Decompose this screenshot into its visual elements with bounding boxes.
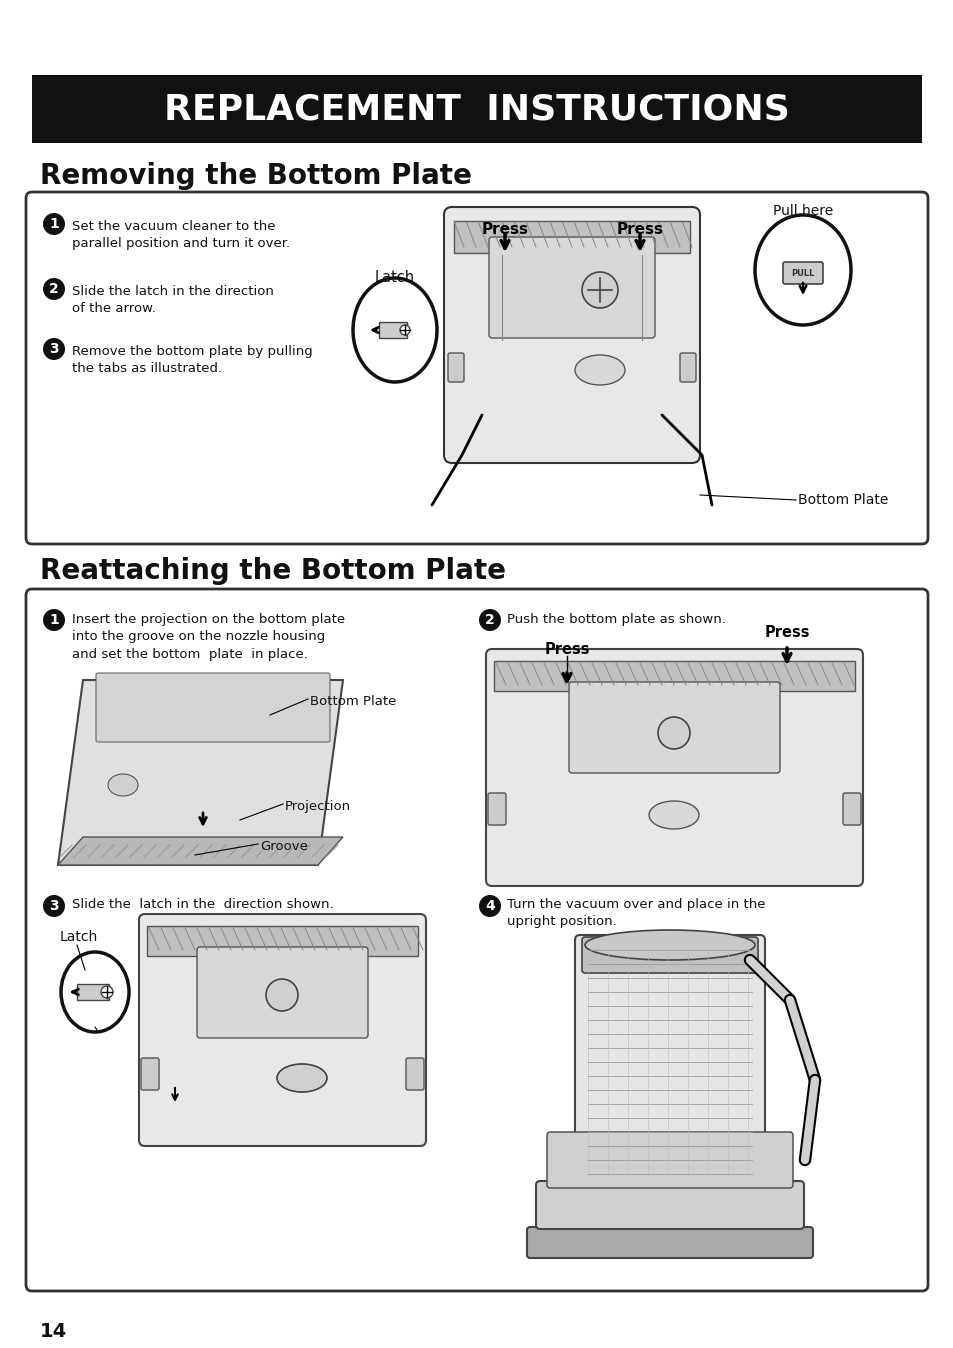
Text: 1: 1: [49, 613, 59, 627]
FancyBboxPatch shape: [147, 926, 417, 956]
Text: Slide the  latch in the  direction shown.: Slide the latch in the direction shown.: [71, 898, 334, 911]
Text: PULL: PULL: [790, 268, 814, 278]
Circle shape: [43, 278, 65, 301]
Text: Press: Press: [543, 642, 589, 656]
FancyBboxPatch shape: [443, 208, 700, 462]
Ellipse shape: [108, 774, 138, 797]
Circle shape: [43, 895, 65, 917]
FancyBboxPatch shape: [485, 648, 862, 886]
Text: Press: Press: [481, 222, 528, 237]
Ellipse shape: [353, 278, 436, 381]
FancyBboxPatch shape: [494, 661, 854, 692]
Text: 4: 4: [485, 899, 495, 913]
Text: Reattaching the Bottom Plate: Reattaching the Bottom Plate: [40, 557, 505, 585]
Ellipse shape: [61, 952, 129, 1033]
Text: REPLACEMENT  INSTRUCTIONS: REPLACEMENT INSTRUCTIONS: [164, 92, 789, 125]
Circle shape: [658, 717, 689, 749]
Text: Removing the Bottom Plate: Removing the Bottom Plate: [40, 162, 472, 190]
Circle shape: [266, 979, 297, 1011]
Ellipse shape: [276, 1064, 327, 1092]
Circle shape: [43, 338, 65, 360]
Text: Remove the bottom plate by pulling
the tabs as illustrated.: Remove the bottom plate by pulling the t…: [71, 345, 313, 376]
Text: 1: 1: [49, 217, 59, 231]
Circle shape: [478, 609, 500, 631]
Text: Bottom Plate: Bottom Plate: [797, 493, 887, 507]
Text: 2: 2: [485, 613, 495, 627]
FancyBboxPatch shape: [581, 937, 758, 973]
Text: Groove: Groove: [260, 840, 308, 853]
Circle shape: [43, 609, 65, 631]
FancyBboxPatch shape: [679, 353, 696, 381]
Circle shape: [478, 895, 500, 917]
Text: 2: 2: [49, 282, 59, 297]
Text: Push the bottom plate as shown.: Push the bottom plate as shown.: [506, 613, 725, 625]
Text: Turn the vacuum over and place in the
upright position.: Turn the vacuum over and place in the up…: [506, 898, 764, 929]
FancyBboxPatch shape: [454, 221, 689, 253]
Polygon shape: [58, 837, 343, 865]
FancyBboxPatch shape: [196, 948, 368, 1038]
FancyBboxPatch shape: [842, 793, 861, 825]
Circle shape: [399, 325, 410, 336]
Text: Press: Press: [616, 222, 662, 237]
Polygon shape: [58, 679, 343, 865]
FancyBboxPatch shape: [546, 1132, 792, 1188]
Ellipse shape: [584, 930, 754, 960]
Text: Latch: Latch: [375, 270, 415, 284]
Circle shape: [43, 213, 65, 235]
Text: 3: 3: [50, 342, 59, 356]
Text: Bottom Plate: Bottom Plate: [310, 696, 395, 708]
Ellipse shape: [575, 355, 624, 386]
Text: Press: Press: [763, 625, 809, 640]
FancyBboxPatch shape: [526, 1227, 812, 1258]
FancyBboxPatch shape: [488, 793, 505, 825]
FancyBboxPatch shape: [782, 262, 822, 284]
FancyBboxPatch shape: [448, 353, 463, 381]
FancyBboxPatch shape: [26, 589, 927, 1291]
FancyBboxPatch shape: [139, 914, 426, 1146]
FancyBboxPatch shape: [575, 936, 764, 1185]
Text: Slide the latch in the direction
of the arrow.: Slide the latch in the direction of the …: [71, 284, 274, 315]
Text: 3: 3: [50, 899, 59, 913]
Text: 14: 14: [40, 1322, 67, 1341]
FancyBboxPatch shape: [568, 682, 780, 772]
Ellipse shape: [754, 214, 850, 325]
FancyBboxPatch shape: [406, 1058, 423, 1091]
Text: Projection: Projection: [285, 799, 351, 813]
Ellipse shape: [648, 801, 699, 829]
Circle shape: [581, 272, 618, 307]
Text: Pull here: Pull here: [772, 204, 832, 218]
FancyBboxPatch shape: [96, 673, 330, 741]
FancyBboxPatch shape: [378, 322, 407, 338]
Text: Latch: Latch: [60, 930, 98, 944]
FancyBboxPatch shape: [141, 1058, 159, 1091]
FancyBboxPatch shape: [32, 75, 921, 143]
FancyBboxPatch shape: [77, 984, 109, 1000]
Text: Insert the projection on the bottom plate
into the groove on the nozzle housing
: Insert the projection on the bottom plat…: [71, 613, 345, 661]
FancyBboxPatch shape: [26, 191, 927, 545]
Circle shape: [101, 985, 112, 998]
Text: Set the vacuum cleaner to the
parallel position and turn it over.: Set the vacuum cleaner to the parallel p…: [71, 220, 290, 251]
FancyBboxPatch shape: [536, 1181, 803, 1229]
FancyBboxPatch shape: [489, 237, 655, 338]
